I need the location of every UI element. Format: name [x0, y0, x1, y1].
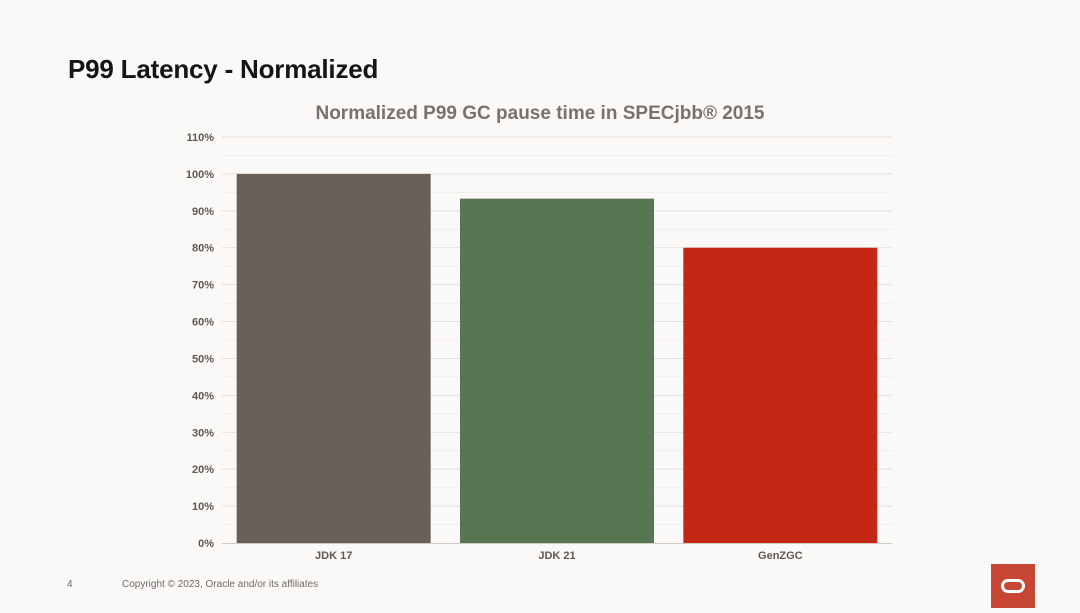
chart-bars: [236, 173, 878, 543]
y-tick-label: 0%: [198, 538, 214, 550]
y-tick-label: 20%: [192, 464, 214, 476]
y-tick-label: 50%: [192, 353, 214, 365]
x-category-label: JDK 21: [538, 550, 575, 562]
bar-jdk-17: [236, 173, 431, 543]
oracle-ring-icon: [1001, 579, 1025, 593]
y-axis-ticks: 0% 10% 20% 30% 40% 50% 60% 70% 80% 90% 100% 110%: [186, 132, 214, 550]
bar-genzgc: [683, 247, 878, 543]
y-tick-label: 90%: [192, 206, 214, 218]
y-tick-label: 10%: [192, 501, 214, 513]
y-tick-label: 70%: [192, 280, 214, 292]
y-tick-label: 80%: [192, 243, 214, 255]
page-number: 4: [67, 579, 73, 590]
y-tick-label: 30%: [192, 427, 214, 439]
y-tick-label: 110%: [186, 132, 214, 144]
y-tick-label: 40%: [192, 390, 214, 402]
bar-jdk-21: [460, 198, 654, 543]
x-axis-labels: JDK 17 JDK 21 GenZGC: [315, 550, 803, 562]
copyright-text: Copyright © 2023, Oracle and/or its affi…: [122, 579, 319, 590]
x-category-label: GenZGC: [758, 550, 803, 562]
y-tick-label: 100%: [186, 169, 214, 181]
oracle-logo-icon: [991, 564, 1035, 608]
chart-title: Normalized P99 GC pause time in SPECjbb®…: [315, 103, 764, 124]
y-tick-label: 60%: [192, 317, 214, 329]
slide-title: P99 Latency - Normalized: [68, 54, 379, 84]
x-category-label: JDK 17: [315, 550, 352, 562]
